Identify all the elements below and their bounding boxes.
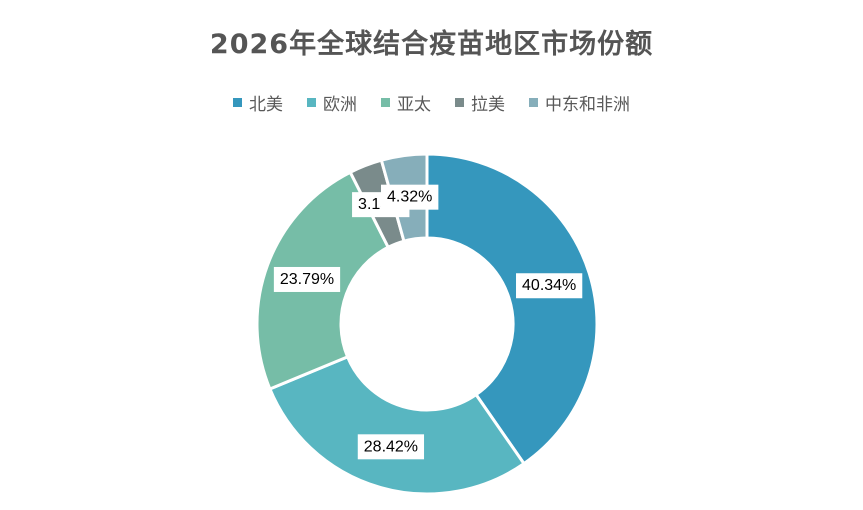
data-label-text: 4.32% — [387, 189, 432, 206]
data-label-middle-east-africa: 4.32% — [380, 184, 439, 210]
data-label-box — [273, 266, 341, 292]
data-label-box — [516, 273, 583, 299]
legend-swatch — [381, 98, 390, 107]
chart-legend: 北美 欧洲 亚太 拉美 中东和非洲 — [0, 90, 863, 115]
legend-label: 北美 — [249, 95, 283, 115]
slice-north-america — [425, 152, 599, 466]
data-label-north-america: 40.34% — [516, 273, 583, 299]
legend-swatch — [233, 98, 242, 107]
legend-swatch — [307, 98, 316, 107]
legend-label: 亚太 — [397, 95, 431, 115]
legend-item-middle-east-africa: 中东和非洲 — [529, 90, 630, 115]
data-label-box — [380, 184, 439, 210]
legend-swatch — [455, 98, 464, 107]
legend-item-europe: 欧洲 — [307, 90, 357, 115]
legend-item-asia-pacific: 亚太 — [381, 90, 431, 115]
data-label-europe: 28.42% — [357, 434, 425, 460]
slice-europe — [267, 354, 527, 496]
legend-label: 中东和非洲 — [545, 95, 630, 115]
data-label-text: 23.79% — [280, 271, 334, 288]
chart-title: 2026年全球结合疫苗地区市场份额 — [209, 29, 654, 60]
legend-item-latin-america: 拉美 — [455, 90, 505, 115]
data-label-box — [357, 434, 425, 460]
legend-item-north-america: 北美 — [233, 90, 283, 115]
data-label-text: 28.42% — [364, 438, 418, 455]
legend-label: 拉美 — [471, 95, 505, 115]
legend-swatch — [529, 98, 538, 107]
data-label-asia-pacific: 23.79% — [273, 266, 341, 292]
legend-label: 欧洲 — [323, 95, 357, 115]
data-label-text: 40.34% — [522, 277, 576, 294]
